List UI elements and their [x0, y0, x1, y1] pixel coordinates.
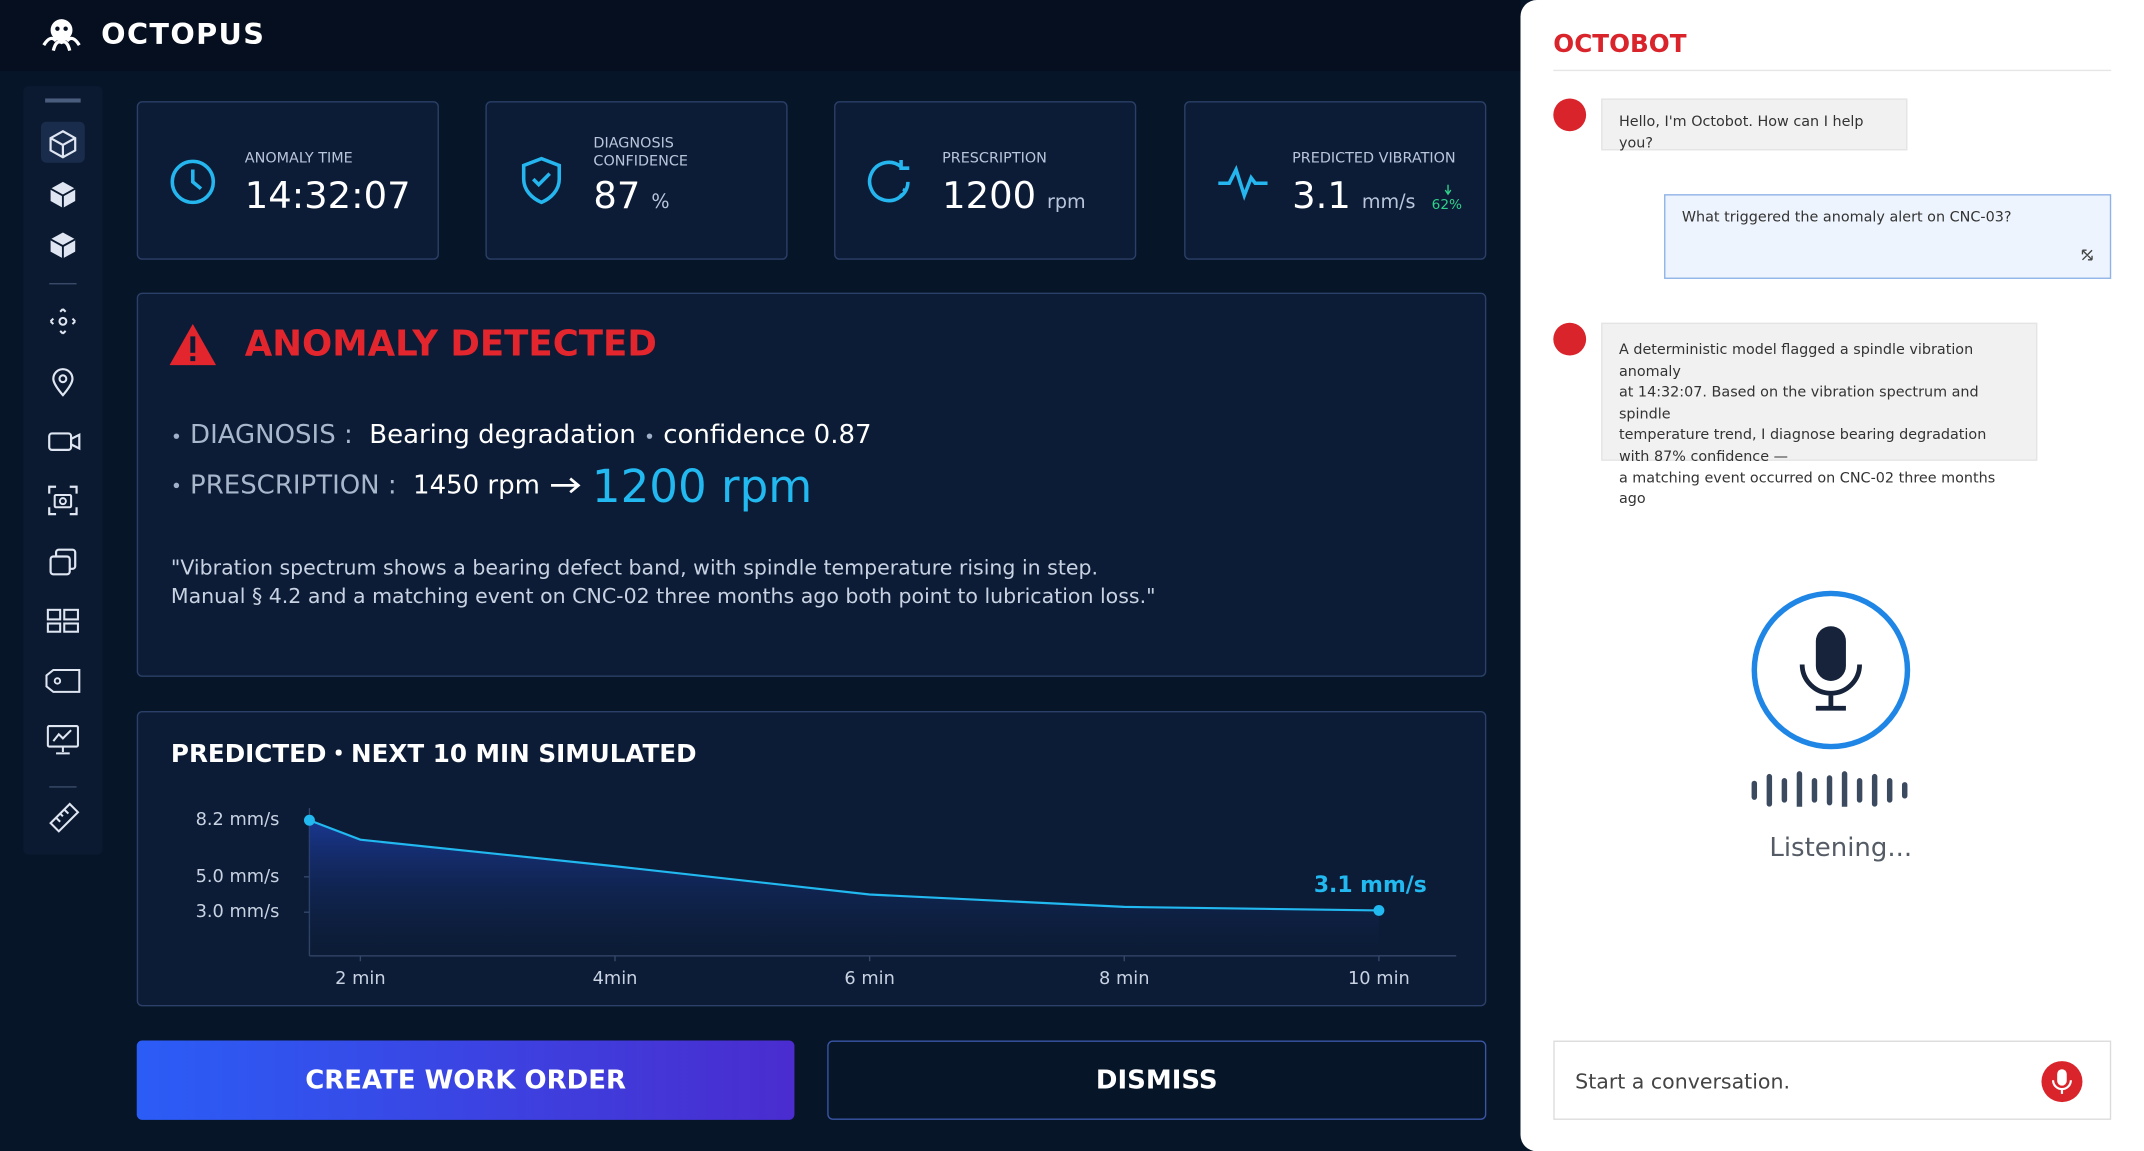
- sidebar: [23, 86, 103, 855]
- y-tick-label: 3.0 mm/s: [196, 902, 280, 922]
- top-bar: OCTOPUS: [0, 0, 1521, 72]
- point: [1373, 904, 1385, 916]
- chat-title: OCTOBOT: [1553, 30, 1687, 59]
- input-placeholder: Start a conversation.: [1575, 1069, 1790, 1094]
- nav-icon[interactable]: [48, 427, 81, 457]
- brand: OCTOPUS: [101, 17, 266, 51]
- voice-indicator[interactable]: [1745, 588, 1917, 807]
- kpi-value: 14:32:07: [244, 175, 411, 218]
- chat-input[interactable]: Start a conversation.: [1553, 1040, 2112, 1120]
- y-tick-label: 8.2 mm/s: [196, 810, 280, 830]
- kpi-label: PRESCRIPTION: [942, 150, 1047, 167]
- kpi-card: DIAGNOSIS CONFIDENCE 87%: [485, 101, 788, 260]
- x-tick-label: 8 min: [1099, 969, 1149, 989]
- kpi-value: 87%: [593, 175, 670, 218]
- alert-panel: ANOMALY DETECTED DIAGNOSIS : Bearing deg…: [136, 292, 1487, 677]
- expand-icon[interactable]: [2081, 249, 2093, 261]
- kpi-label: DIAGNOSIS CONFIDENCE: [593, 135, 688, 170]
- dismiss-button[interactable]: DISMISS: [827, 1040, 1487, 1120]
- kpi-value: 3.1 mm/s: [1292, 175, 1416, 218]
- alert-title: ANOMALY DETECTED: [244, 324, 657, 366]
- nav-icon[interactable]: [48, 179, 78, 209]
- divider: [49, 283, 77, 285]
- x-tick-label: 6 min: [844, 969, 894, 989]
- bullet: [173, 482, 180, 489]
- divider: [1553, 69, 2112, 72]
- point: [303, 814, 315, 826]
- kpi-delta: 62%: [1431, 198, 1463, 214]
- create-work-order-button[interactable]: CREATE WORK ORDER: [136, 1040, 795, 1120]
- clock-icon: [170, 159, 216, 205]
- chart-panel: PREDICTED・NEXT 10 MIN SIMULATED 8.2 mm/s…: [136, 711, 1487, 1007]
- rationale: "Vibration spectrum shows a bearing defe…: [170, 555, 1156, 609]
- divider: [49, 786, 77, 788]
- mic-button[interactable]: [2040, 1060, 2084, 1104]
- kpi-value: 1200 rpm: [942, 175, 1086, 218]
- nav-icon[interactable]: [48, 485, 78, 516]
- prescription-row: PRESCRIPTION : 1450 rpm 1200 rpm: [171, 458, 812, 513]
- listening-status: Listening...: [1769, 832, 1913, 863]
- chat-panel: OCTOBOT Hello, I'm Octobot. How can I he…: [1520, 0, 2144, 1151]
- kpi-card: ANOMALY TIME 14:32:07: [136, 101, 439, 260]
- kpi-label: ANOMALY TIME: [244, 150, 353, 167]
- logo: [42, 19, 81, 52]
- down-arrow: [1444, 184, 1452, 196]
- area-fill: [309, 820, 1379, 956]
- nav-icon[interactable]: [48, 547, 78, 577]
- bullet: [173, 432, 180, 439]
- bot-avatar: [1553, 98, 1587, 132]
- warning-icon: [169, 324, 217, 366]
- diagnosis-row: DIAGNOSIS : Bearing degradation confidenc…: [171, 420, 872, 450]
- nav-icon[interactable]: [48, 366, 78, 397]
- refresh-icon: [867, 159, 910, 203]
- x-tick-label: 2 min: [335, 969, 385, 989]
- arrow: [550, 477, 581, 494]
- kpi-card: PREDICTED VIBRATION 3.1 mm/s 62%: [1184, 101, 1487, 260]
- bot-avatar: [1553, 322, 1587, 356]
- end-label: 3.1 mm/s: [1314, 873, 1427, 898]
- y-tick-label: 5.0 mm/s: [196, 867, 280, 887]
- nav-icon[interactable]: [48, 129, 78, 159]
- kpi-label: PREDICTED VIBRATION: [1292, 150, 1456, 167]
- pulse-icon: [1218, 164, 1268, 201]
- bot-message: Hello, I'm Octobot. How can I help you?: [1601, 98, 1908, 151]
- shield-icon: [521, 156, 562, 205]
- bullet: [646, 432, 653, 439]
- nav-icon[interactable]: [48, 230, 78, 260]
- x-tick-label: 4min: [593, 969, 638, 989]
- bot-message: A deterministic model flagged a spindle …: [1601, 322, 2038, 508]
- handle: [45, 98, 81, 103]
- nav-icon[interactable]: [46, 607, 79, 634]
- chart: PREDICTED・NEXT 10 MIN SIMULATED 8.2 mm/s…: [171, 739, 1457, 989]
- nav-icon[interactable]: [48, 801, 81, 834]
- line: [309, 819, 1379, 912]
- nav-icon[interactable]: [46, 725, 79, 755]
- nav-icon[interactable]: [48, 306, 78, 336]
- user-message: What triggered the anomaly alert on CNC-…: [1664, 194, 2112, 279]
- x-tick-label: 10 min: [1348, 969, 1410, 989]
- nav-icon[interactable]: [45, 668, 81, 694]
- chart-title: PREDICTED・NEXT 10 MIN SIMULATED: [171, 739, 697, 768]
- kpi-card: PRESCRIPTION 1200 rpm: [834, 101, 1137, 260]
